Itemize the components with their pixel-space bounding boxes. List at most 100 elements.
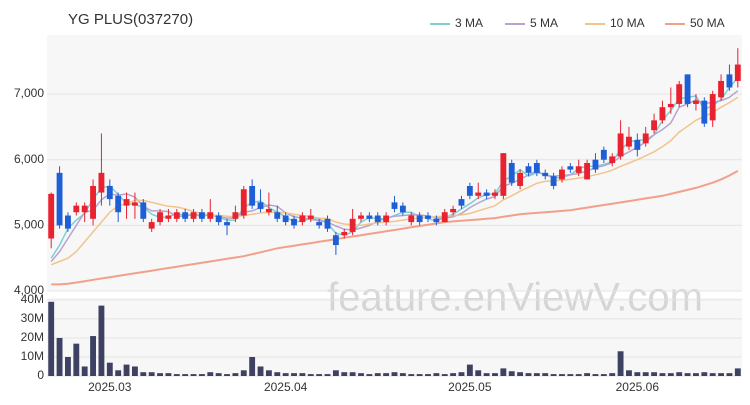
volume-bar: [358, 373, 364, 376]
candle-body: [182, 212, 189, 219]
chart-title: YG PLUS(037270): [68, 11, 193, 28]
candle-body: [249, 185, 256, 206]
candle-body: [701, 100, 708, 124]
volume-bar: [575, 374, 582, 376]
candle-body: [425, 215, 431, 219]
volume-bar: [667, 373, 674, 376]
watermark: feature.enViewV.com: [327, 276, 703, 320]
y-tick-label: 20M: [21, 330, 44, 344]
x-tick-label: 2025.06: [616, 380, 660, 394]
volume-bar: [274, 372, 281, 376]
candle-body: [374, 215, 381, 223]
volume-bar: [525, 373, 532, 376]
volume-bar: [148, 372, 155, 376]
candle-body: [693, 100, 699, 104]
volume-bar: [106, 362, 113, 376]
candle-body: [525, 166, 532, 173]
candle-body: [592, 159, 599, 170]
legend-label: 50 MA: [690, 16, 725, 30]
candle-body: [609, 156, 616, 163]
candle-body: [115, 195, 122, 213]
volume-bar: [98, 305, 105, 376]
volume-bar: [550, 374, 557, 376]
volume-bar: [425, 374, 431, 376]
legend-label: 10 MA: [610, 16, 645, 30]
candle-body: [508, 163, 515, 183]
candle-body: [316, 222, 323, 226]
candle-body: [542, 172, 549, 177]
candle-body: [366, 215, 373, 219]
volume-bar: [567, 374, 574, 376]
volume-bar: [240, 370, 247, 376]
candle-body: [148, 222, 155, 229]
candle-body: [550, 176, 557, 186]
candle-body: [600, 149, 607, 160]
x-tick-label: 2025.05: [448, 380, 492, 394]
volume-bar: [265, 370, 272, 376]
volume-bar: [131, 366, 138, 376]
volume-bar: [659, 373, 666, 376]
candle-body: [567, 166, 574, 170]
candle-body: [433, 218, 440, 223]
candle-body: [517, 172, 524, 186]
candle-body: [48, 193, 55, 239]
volume-bar: [73, 343, 80, 376]
volume-bar: [157, 373, 163, 376]
volume-bar: [634, 372, 641, 376]
candle-body: [324, 218, 331, 229]
candle-body: [734, 64, 741, 81]
candle-body: [575, 166, 582, 173]
volume-bar: [492, 373, 498, 376]
candle-body: [224, 222, 230, 226]
candle-body: [634, 140, 641, 150]
volume-bar: [48, 301, 55, 376]
x-tick-label: 2025.03: [88, 380, 132, 394]
volume-bar: [383, 373, 390, 376]
volume-bar: [324, 374, 331, 376]
volume-bar: [701, 372, 708, 376]
volume-bar: [182, 374, 189, 376]
volume-bar: [366, 374, 373, 376]
candle-body: [626, 136, 632, 147]
volume-bar: [349, 372, 356, 376]
volume-bar: [483, 373, 490, 376]
candle-body: [667, 103, 674, 108]
candle-body: [642, 133, 649, 144]
candle-body: [483, 192, 490, 196]
volume-bar: [617, 351, 624, 376]
candle-body: [450, 208, 457, 213]
volume-bar: [676, 372, 683, 376]
volume-bar: [215, 373, 222, 376]
volume-bar: [626, 370, 632, 376]
candle-body: [106, 185, 113, 200]
candle-body: [676, 84, 683, 104]
volume-bar: [416, 374, 423, 376]
candle-body: [123, 199, 130, 206]
volume-bar: [642, 372, 649, 376]
volume-bar: [341, 372, 348, 376]
candle-body: [299, 215, 306, 223]
volume-bar: [249, 356, 256, 376]
volume-bar: [190, 374, 197, 376]
volume-bar: [307, 374, 314, 376]
candle-body: [358, 215, 364, 219]
candle-body: [207, 212, 214, 219]
legend-label: 5 MA: [530, 16, 558, 30]
volume-bar: [458, 372, 465, 376]
candle-body: [584, 163, 591, 180]
volume-bar: [592, 374, 599, 376]
y-tick-label: 6,000: [14, 152, 44, 166]
candle-body: [500, 153, 507, 196]
volume-bar: [726, 373, 733, 376]
candle-body: [240, 189, 247, 216]
candle-body: [466, 185, 473, 196]
volume-bar: [533, 373, 540, 376]
candle-body: [533, 163, 540, 173]
volume-bar: [466, 364, 473, 376]
volume-bar: [291, 373, 297, 376]
x-tick-label: 2025.04: [264, 380, 308, 394]
legend-label: 3 MA: [455, 16, 483, 30]
volume-bar: [709, 373, 716, 376]
volume-bar: [165, 373, 172, 376]
